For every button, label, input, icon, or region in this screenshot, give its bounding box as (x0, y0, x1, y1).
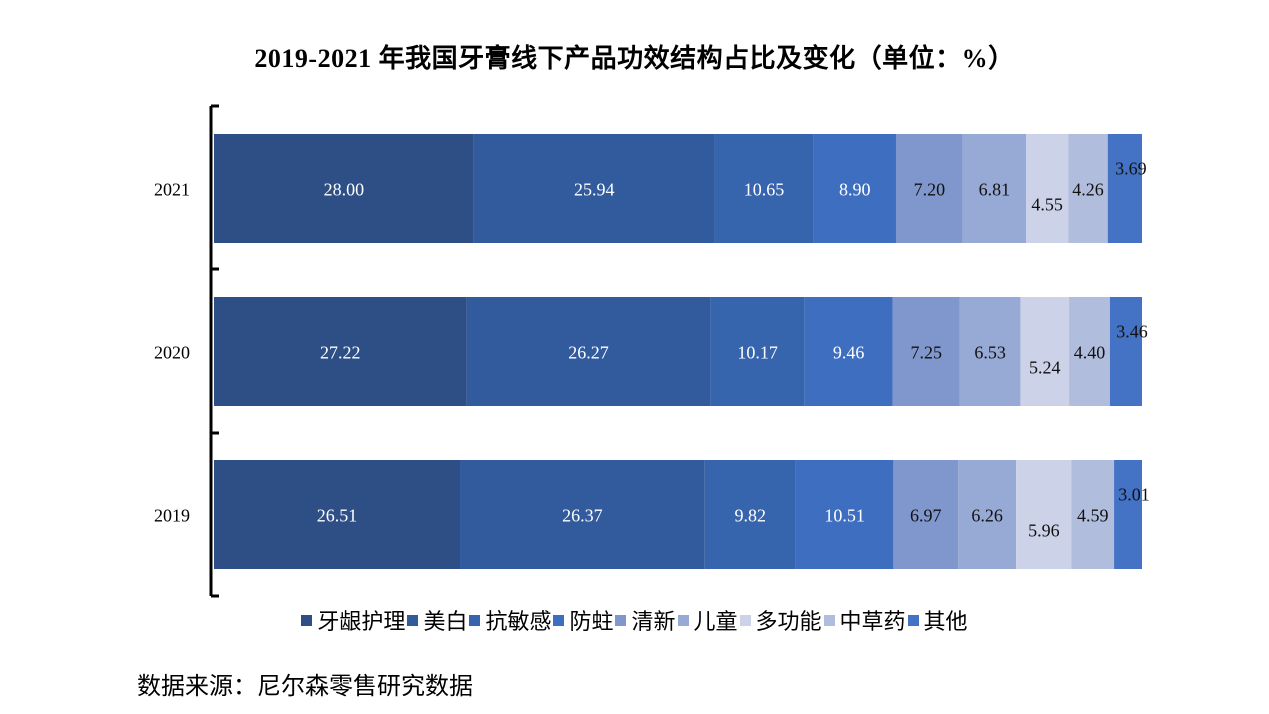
data-label-2019-中草药: 4.59 (1077, 506, 1109, 526)
bar-2020-抗敏感 (710, 297, 805, 406)
bar-2020-清新 (892, 297, 960, 406)
bar-2019-防蛀 (795, 460, 894, 569)
bar-2021-多功能 (1026, 134, 1069, 243)
legend-label: 清新 (631, 609, 676, 634)
data-label-2020-防蛀: 9.46 (833, 343, 865, 363)
legend-item-牙龈护理: 牙龈护理 (301, 604, 405, 636)
data-label-2019-牙龈护理: 26.51 (317, 506, 358, 526)
legend-item-美白: 美白 (407, 604, 467, 636)
data-label-2021-美白: 25.94 (574, 180, 615, 200)
bar-2020-美白 (466, 297, 711, 406)
data-label-2020-儿童: 6.53 (974, 343, 1006, 363)
legend-item-清新: 清新 (615, 604, 676, 636)
data-label-2019-其他: 3.01 (1118, 485, 1150, 505)
data-labels: 28.00 25.94 10.65 8.90 7.20 6.81 4.55 4.26 3.69 2… (317, 159, 1150, 541)
legend-swatch (469, 614, 481, 626)
bar-2021-防蛀 (813, 134, 896, 243)
data-label-2021-清新: 7.20 (914, 180, 946, 200)
legend-item-抗敏感: 抗敏感 (469, 604, 551, 636)
bar-2019-牙龈护理 (214, 460, 461, 569)
bar-2020-中草药 (1069, 297, 1110, 406)
data-label-2020-其他: 3.46 (1116, 322, 1148, 342)
bar-2021-中草药 (1068, 134, 1108, 243)
data-label-2019-多功能: 5.96 (1028, 521, 1060, 541)
data-label-2020-美白: 26.27 (568, 343, 609, 363)
data-label-2019-儿童: 6.26 (971, 506, 1003, 526)
data-label-2019-清新: 6.97 (910, 506, 942, 526)
data-label-2020-牙龈护理: 27.22 (320, 343, 361, 363)
data-label-2021-牙龈护理: 28.00 (324, 180, 365, 200)
data-label-2021-防蛀: 8.90 (839, 180, 871, 200)
bar-2021-儿童 (962, 134, 1026, 243)
legend-swatch (301, 614, 313, 626)
bar-2020-儿童 (959, 297, 1021, 406)
bar-2020-防蛀 (804, 297, 893, 406)
bar-2020-牙龈护理 (214, 297, 467, 406)
data-label-2019-美白: 26.37 (562, 506, 603, 526)
bar-2021-美白 (473, 134, 715, 243)
y-axis (209, 104, 219, 598)
legend-label: 多功能 (755, 609, 822, 634)
data-label-2021-多功能: 4.55 (1031, 195, 1063, 215)
legend-label: 防蛀 (569, 609, 614, 634)
category-label-2021: 2021 (154, 180, 190, 200)
data-label-2021-儿童: 6.81 (979, 180, 1011, 200)
legend-item-儿童: 儿童 (677, 604, 738, 636)
category-label-2019: 2019 (154, 506, 190, 526)
bar-2019-美白 (460, 460, 705, 569)
legend-label: 儿童 (693, 609, 738, 634)
legend-swatch (907, 614, 919, 626)
data-label-2021-其他: 3.69 (1115, 159, 1147, 179)
bar-2019-其他 (1114, 460, 1142, 569)
legend-label: 其他 (923, 609, 968, 634)
legend-swatch (677, 614, 689, 626)
bar-2019-中草药 (1071, 460, 1115, 569)
legend-swatch (553, 614, 565, 626)
legend-swatch (739, 614, 751, 626)
bar-2019-多功能 (1016, 460, 1072, 569)
source-note: 数据来源：尼尔森零售研究数据 (137, 674, 473, 700)
data-label-2020-抗敏感: 10.17 (737, 343, 778, 363)
legend-label: 中草药 (839, 609, 906, 634)
bar-2020-其他 (1109, 297, 1142, 406)
stacked-bar-chart: 28.00 25.94 10.65 8.90 7.20 6.81 4.55 4.26 3.69 2… (154, 104, 1150, 598)
bar-2021-其他 (1107, 134, 1142, 243)
legend-swatch (407, 614, 419, 626)
data-label-2021-中草药: 4.26 (1072, 180, 1104, 200)
data-label-2020-多功能: 5.24 (1029, 358, 1061, 378)
legend-item-多功能: 多功能 (739, 604, 822, 636)
data-label-2021-抗敏感: 10.65 (744, 180, 785, 200)
bar-2019-清新 (893, 460, 959, 569)
category-labels: 2021 2020 2019 (154, 180, 190, 526)
data-label-2020-中草药: 4.40 (1074, 343, 1106, 363)
bar-2019-儿童 (958, 460, 1017, 569)
legend-label: 牙龈护理 (317, 609, 406, 634)
legend: 牙龈护理 美白 抗敏感 防蛀 清新 儿童 多功能 中草药 其他 (0, 604, 1269, 636)
category-label-2020: 2020 (154, 343, 190, 363)
bar-2021-清新 (895, 134, 963, 243)
data-label-2019-抗敏感: 9.82 (735, 506, 767, 526)
bar-2021-牙龈护理 (214, 134, 474, 243)
legend-label: 美白 (423, 609, 468, 634)
chart-title: 2019-2021 年我国牙膏线下产品功效结构占比及变化（单位：%） (254, 44, 1015, 73)
data-label-2020-清新: 7.25 (910, 343, 942, 363)
legend-swatch (615, 614, 627, 626)
bar-2021-抗敏感 (714, 134, 814, 243)
legend-item-中草药: 中草药 (823, 604, 906, 636)
legend-item-其他: 其他 (907, 604, 968, 636)
legend-swatch (823, 614, 835, 626)
legend-item-防蛀: 防蛀 (553, 604, 613, 636)
bars (214, 134, 1142, 569)
legend-label: 抗敏感 (485, 609, 552, 634)
bar-2019-抗敏感 (704, 460, 796, 569)
bar-2020-多功能 (1020, 297, 1070, 406)
data-label-2019-防蛀: 10.51 (824, 506, 865, 526)
